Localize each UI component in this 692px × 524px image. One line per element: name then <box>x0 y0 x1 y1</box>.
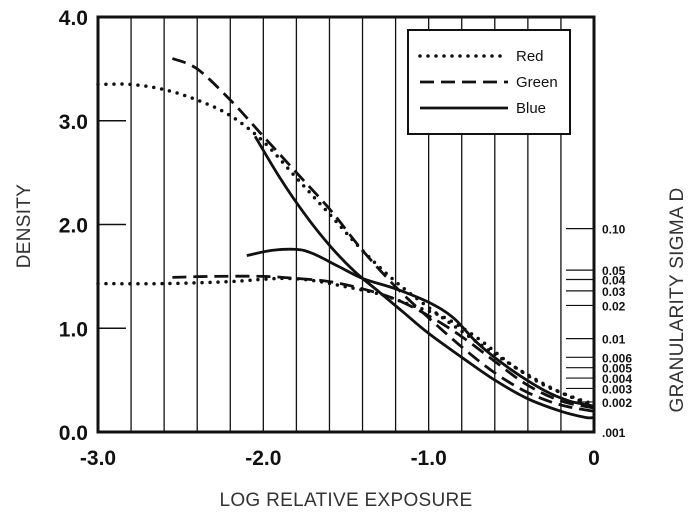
x-tick-label: -3.0 <box>80 447 116 470</box>
red-granularity-curve <box>96 276 596 406</box>
blue-density-curve <box>253 135 595 420</box>
green-density-curve <box>171 57 595 413</box>
granularity-tick-label: 0.006 <box>602 351 632 365</box>
granularity-tick-label: 0.10 <box>602 223 626 237</box>
granularity-tick-label: 0.04 <box>602 273 626 287</box>
x-axis-title: LOG RELATIVE EXPOSURE <box>219 490 472 511</box>
granularity-tick-label: 0.02 <box>602 299 626 313</box>
red-density-curve <box>96 82 596 408</box>
x-tick-label: -1.0 <box>411 447 447 470</box>
blue-granularity-curve <box>246 247 595 408</box>
legend-label-red: Red <box>516 48 544 65</box>
granularity-tick-label: 0.01 <box>602 333 626 347</box>
legend-label-green: Green <box>516 74 558 91</box>
granularity-axis-ticks: 0.100.050.040.030.020.010.0060.0050.0040… <box>566 223 632 440</box>
granularity-tick-label: 0.005 <box>602 362 632 376</box>
y-tick-label: 0.0 <box>59 422 88 445</box>
x-axis-ticks: -3.0 -2.0 -1.0 0 <box>80 447 600 470</box>
granularity-tick-label: .001 <box>602 426 626 440</box>
granularity-axis-title: GRANULARITY SIGMA D <box>667 188 688 413</box>
x-tick-label: -2.0 <box>245 447 281 470</box>
granularity-tick-label: 0.03 <box>602 285 626 299</box>
y-tick-label: 1.0 <box>59 318 88 341</box>
y-axis-ticks: 0.0 1.0 2.0 3.0 4.0 <box>59 7 126 445</box>
legend: Red Green Blue <box>407 29 571 135</box>
granularity-tick-label: 0.05 <box>602 264 626 278</box>
y-tick-label: 2.0 <box>59 215 88 238</box>
legend-label-blue: Blue <box>516 100 546 117</box>
green-granularity-curve <box>172 274 595 410</box>
y-tick-label: 3.0 <box>59 111 88 134</box>
x-tick-label: 0 <box>588 447 600 470</box>
curves-layer <box>96 57 596 420</box>
y-axis-title: DENSITY <box>14 184 35 268</box>
granularity-tick-label: 0.002 <box>602 396 632 410</box>
granularity-tick-label: 0.003 <box>602 382 632 396</box>
y-tick-label: 4.0 <box>59 7 88 30</box>
granularity-tick-label: 0.004 <box>602 372 632 386</box>
